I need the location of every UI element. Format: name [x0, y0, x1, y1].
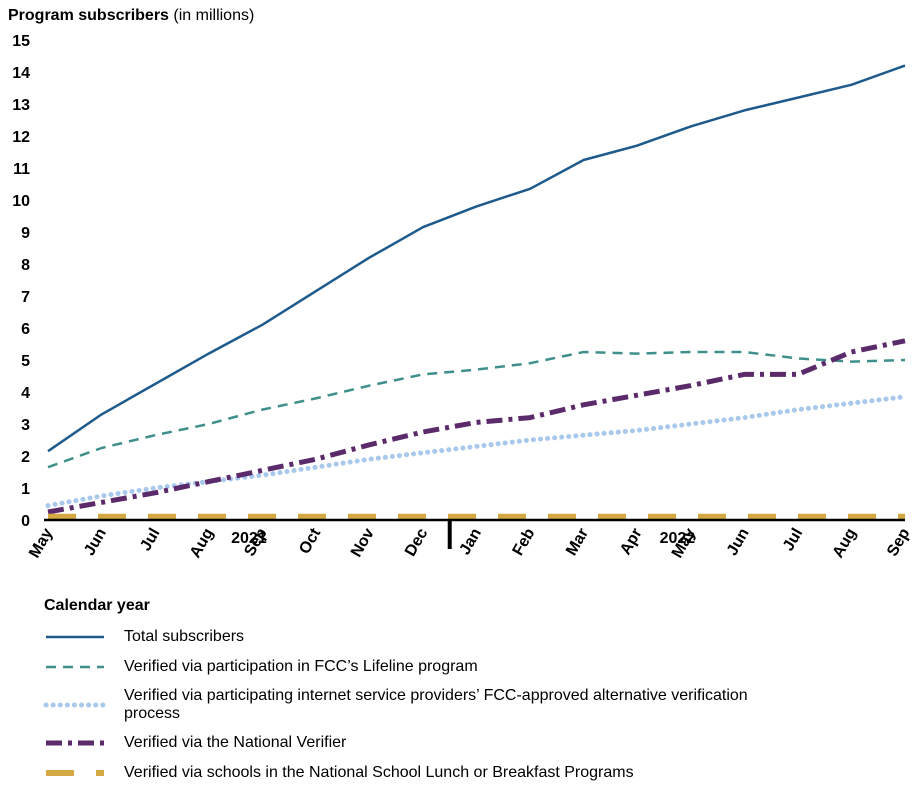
x-tick-label: Jan [456, 526, 485, 558]
x-axis-label: Calendar year [44, 597, 150, 614]
y-tick-label: 3 [21, 417, 30, 434]
legend: Total subscribers Verified via participat… [40, 622, 900, 788]
legend-item: Total subscribers [40, 622, 900, 652]
y-unit: (in millions) [173, 7, 254, 24]
chart-title: Program subscribers [8, 7, 169, 24]
x-tick-label: Mar [563, 526, 592, 559]
x-tick-label: Aug [830, 526, 860, 561]
x-tick-label: Oct [296, 525, 324, 557]
x-tick-label: Dec [402, 525, 431, 559]
chart: Program subscribers (in millions) Calend… [8, 7, 914, 614]
x-tick-label: Nov [348, 525, 378, 560]
y-tick-label: 9 [21, 225, 30, 242]
legend-swatch [43, 702, 107, 708]
y-tick-label: 8 [21, 257, 30, 274]
legend-item: Verified via participating internet serv… [40, 682, 900, 728]
y-tick-label: 14 [12, 65, 30, 82]
x-tick-label: Jul [780, 526, 806, 555]
x-tick-label: Jun [724, 526, 753, 559]
legend-item: Verified via participation in FCC’s Life… [40, 652, 900, 682]
y-tick-label: 11 [13, 161, 30, 178]
y-tick-label: 15 [12, 33, 30, 50]
y-tick-label: 4 [21, 385, 30, 402]
legend-label: Verified via the National Verifier [124, 734, 347, 751]
series-line [47, 350, 906, 469]
y-tick-label: 13 [12, 97, 30, 114]
legend-label: Verified via participating internet serv… [124, 687, 748, 722]
x-tick-label: Sep [884, 525, 914, 559]
x-tick-label: Apr [617, 526, 646, 558]
x-tick-label: Aug [187, 526, 217, 561]
x-tick-label: Feb [510, 525, 539, 558]
legend-label: Verified via participation in FCC’s Life… [124, 658, 478, 675]
y-tick-label: 12 [12, 129, 30, 146]
legend-swatch [46, 740, 104, 746]
y-tick-label: 10 [12, 193, 30, 210]
series-line [47, 64, 906, 453]
year-label: 2022 [660, 530, 696, 547]
legend-swatch [46, 770, 104, 776]
legend-label: Total subscribers [124, 628, 245, 645]
y-tick-label: 1 [21, 481, 30, 498]
year-label: 2021 [231, 530, 267, 547]
chart-title-group: Program subscribers (in millions) [8, 7, 254, 24]
legend-item: Verified via the National Verifier [40, 728, 900, 758]
legend-label: Verified via schools in the National Sch… [124, 764, 634, 781]
x-tick-label: Jul [137, 526, 163, 555]
y-tick-label: 6 [21, 321, 30, 338]
series-line [45, 394, 908, 509]
x-tick-label: May [26, 525, 56, 561]
x-tick-label: Jun [81, 526, 110, 559]
series-line [47, 338, 906, 515]
legend-swatch [46, 635, 104, 639]
y-tick-label: 5 [21, 353, 30, 370]
y-tick-label: 7 [21, 289, 30, 306]
legend-swatch [46, 665, 104, 669]
y-tick-label: 2 [21, 449, 30, 466]
y-tick-label: 0 [21, 513, 30, 530]
legend-item: Verified via schools in the National Sch… [40, 758, 900, 788]
